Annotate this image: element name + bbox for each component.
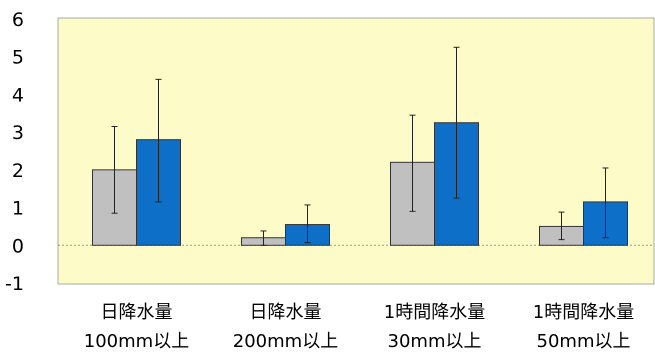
y-tick-label: 6 bbox=[12, 9, 24, 31]
category-label: 200mm以上 bbox=[233, 331, 338, 352]
category-label: 50mm以上 bbox=[537, 331, 631, 352]
y-tick-label: 4 bbox=[12, 84, 24, 106]
category-label: 1時間降水量 bbox=[384, 302, 485, 323]
y-tick-label: 3 bbox=[12, 122, 24, 144]
y-tick-label: 0 bbox=[12, 235, 24, 257]
y-axis-ticks: -1 0 1 2 3 4 5 6 bbox=[5, 9, 24, 295]
error-bar-group bbox=[111, 46, 609, 246]
y-tick-label: 1 bbox=[12, 198, 24, 220]
y-tick-label: -1 bbox=[5, 273, 24, 295]
category-label: 日降水量 bbox=[250, 302, 322, 323]
category-label: 30mm以上 bbox=[388, 331, 482, 352]
y-tick-label: 5 bbox=[12, 47, 24, 69]
category-label: 100mm以上 bbox=[84, 331, 189, 352]
category-label: 日降水量 bbox=[101, 302, 173, 323]
category-label: 1時間降水量 bbox=[533, 302, 634, 323]
category-labels: 日降水量100mm以上日降水量200mm以上1時間降水量30mm以上1時間降水量… bbox=[84, 302, 634, 352]
y-tick-label: 2 bbox=[12, 160, 24, 182]
